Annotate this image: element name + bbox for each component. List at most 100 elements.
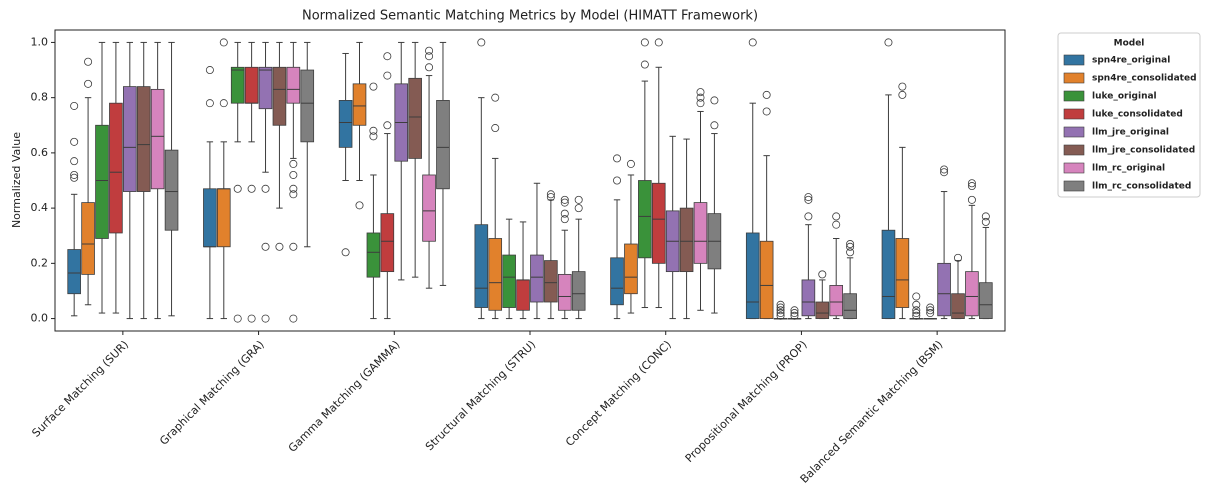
box <box>979 282 993 319</box>
box-group <box>951 253 965 320</box>
box-group <box>759 90 774 320</box>
box <box>164 149 179 231</box>
box-group <box>244 41 259 323</box>
box <box>408 77 422 159</box>
legend-frame <box>1057 32 1201 198</box>
box <box>951 293 965 319</box>
flier <box>912 306 921 315</box>
box-group <box>829 212 844 320</box>
flier <box>776 309 785 318</box>
flier <box>70 173 79 182</box>
flier <box>261 314 270 323</box>
flier <box>477 38 486 47</box>
box-group <box>408 41 422 278</box>
flier <box>884 38 893 47</box>
box-group <box>624 159 638 314</box>
box-group <box>216 38 231 320</box>
x-tick-label: Graphical Matching (GRA) <box>157 338 267 448</box>
box-group <box>544 190 558 320</box>
box-group <box>530 182 544 320</box>
box-group <box>965 179 979 320</box>
box-group <box>773 300 788 320</box>
box-group <box>380 52 395 320</box>
flier <box>776 311 785 320</box>
box <box>502 254 516 308</box>
legend-label: llm_jre_original <box>1092 128 1169 138</box>
box-group <box>474 38 489 320</box>
box <box>895 238 910 308</box>
box-group <box>557 195 572 320</box>
legend-label: luke_consolidated <box>1092 110 1183 120</box>
box <box>366 232 381 278</box>
box <box>286 66 301 104</box>
y-tick-label: 0.2 <box>31 256 49 269</box>
box-group <box>693 88 708 311</box>
flier <box>710 121 719 130</box>
flier <box>967 182 976 191</box>
legend-swatch <box>1063 126 1085 138</box>
flier <box>640 38 649 47</box>
flier <box>776 300 785 309</box>
legend-swatch <box>1063 90 1085 102</box>
box-group <box>272 41 287 251</box>
flier <box>981 212 990 221</box>
box-group <box>745 38 760 320</box>
legend-swatch <box>1063 180 1085 192</box>
flier <box>70 101 79 110</box>
box-group <box>286 41 301 323</box>
box <box>109 102 123 234</box>
box <box>300 69 315 143</box>
flier <box>762 107 771 116</box>
box <box>843 293 857 319</box>
box-group <box>422 46 436 289</box>
box-group <box>338 52 353 257</box>
flier <box>574 204 583 213</box>
flier <box>912 292 921 301</box>
flier <box>383 52 392 61</box>
flier <box>289 314 298 323</box>
box <box>352 83 367 126</box>
flier <box>369 126 378 135</box>
legend-label: spn4re_consolidated <box>1092 74 1197 84</box>
box-group <box>571 195 586 320</box>
box-group <box>502 218 516 320</box>
flier <box>804 212 813 221</box>
box-group <box>843 240 857 320</box>
box <box>516 279 530 311</box>
flier <box>205 99 214 108</box>
box-group <box>979 212 993 320</box>
flier <box>247 184 256 193</box>
flier <box>289 190 298 199</box>
box-group <box>203 66 217 320</box>
flier <box>219 38 228 47</box>
flier <box>912 311 921 320</box>
box <box>815 301 830 319</box>
box-group <box>679 138 694 320</box>
flier <box>425 52 434 61</box>
box <box>624 243 638 295</box>
x-tick-label: Propositional Matching (PROP) <box>683 338 810 465</box>
x-tick-label: Structural Matching (STRU) <box>423 338 538 453</box>
flier <box>912 300 921 309</box>
box-group <box>801 193 816 320</box>
box <box>272 66 287 126</box>
legend-swatch <box>1063 108 1085 120</box>
flier <box>84 79 93 88</box>
box <box>638 180 652 259</box>
flier <box>696 93 705 102</box>
flier <box>70 157 79 166</box>
x-tick-label: Concept Matching (CONC) <box>563 338 674 449</box>
box <box>244 66 259 104</box>
box-group <box>787 306 802 320</box>
box-group <box>638 38 652 309</box>
box-group <box>651 38 666 309</box>
legend-swatch <box>1063 144 1085 156</box>
flier <box>261 184 270 193</box>
legend-label: llm_jre_consolidated <box>1092 146 1195 156</box>
flier <box>233 184 242 193</box>
flier <box>846 248 855 257</box>
box <box>651 182 666 264</box>
flier <box>289 170 298 179</box>
flier <box>560 215 569 224</box>
